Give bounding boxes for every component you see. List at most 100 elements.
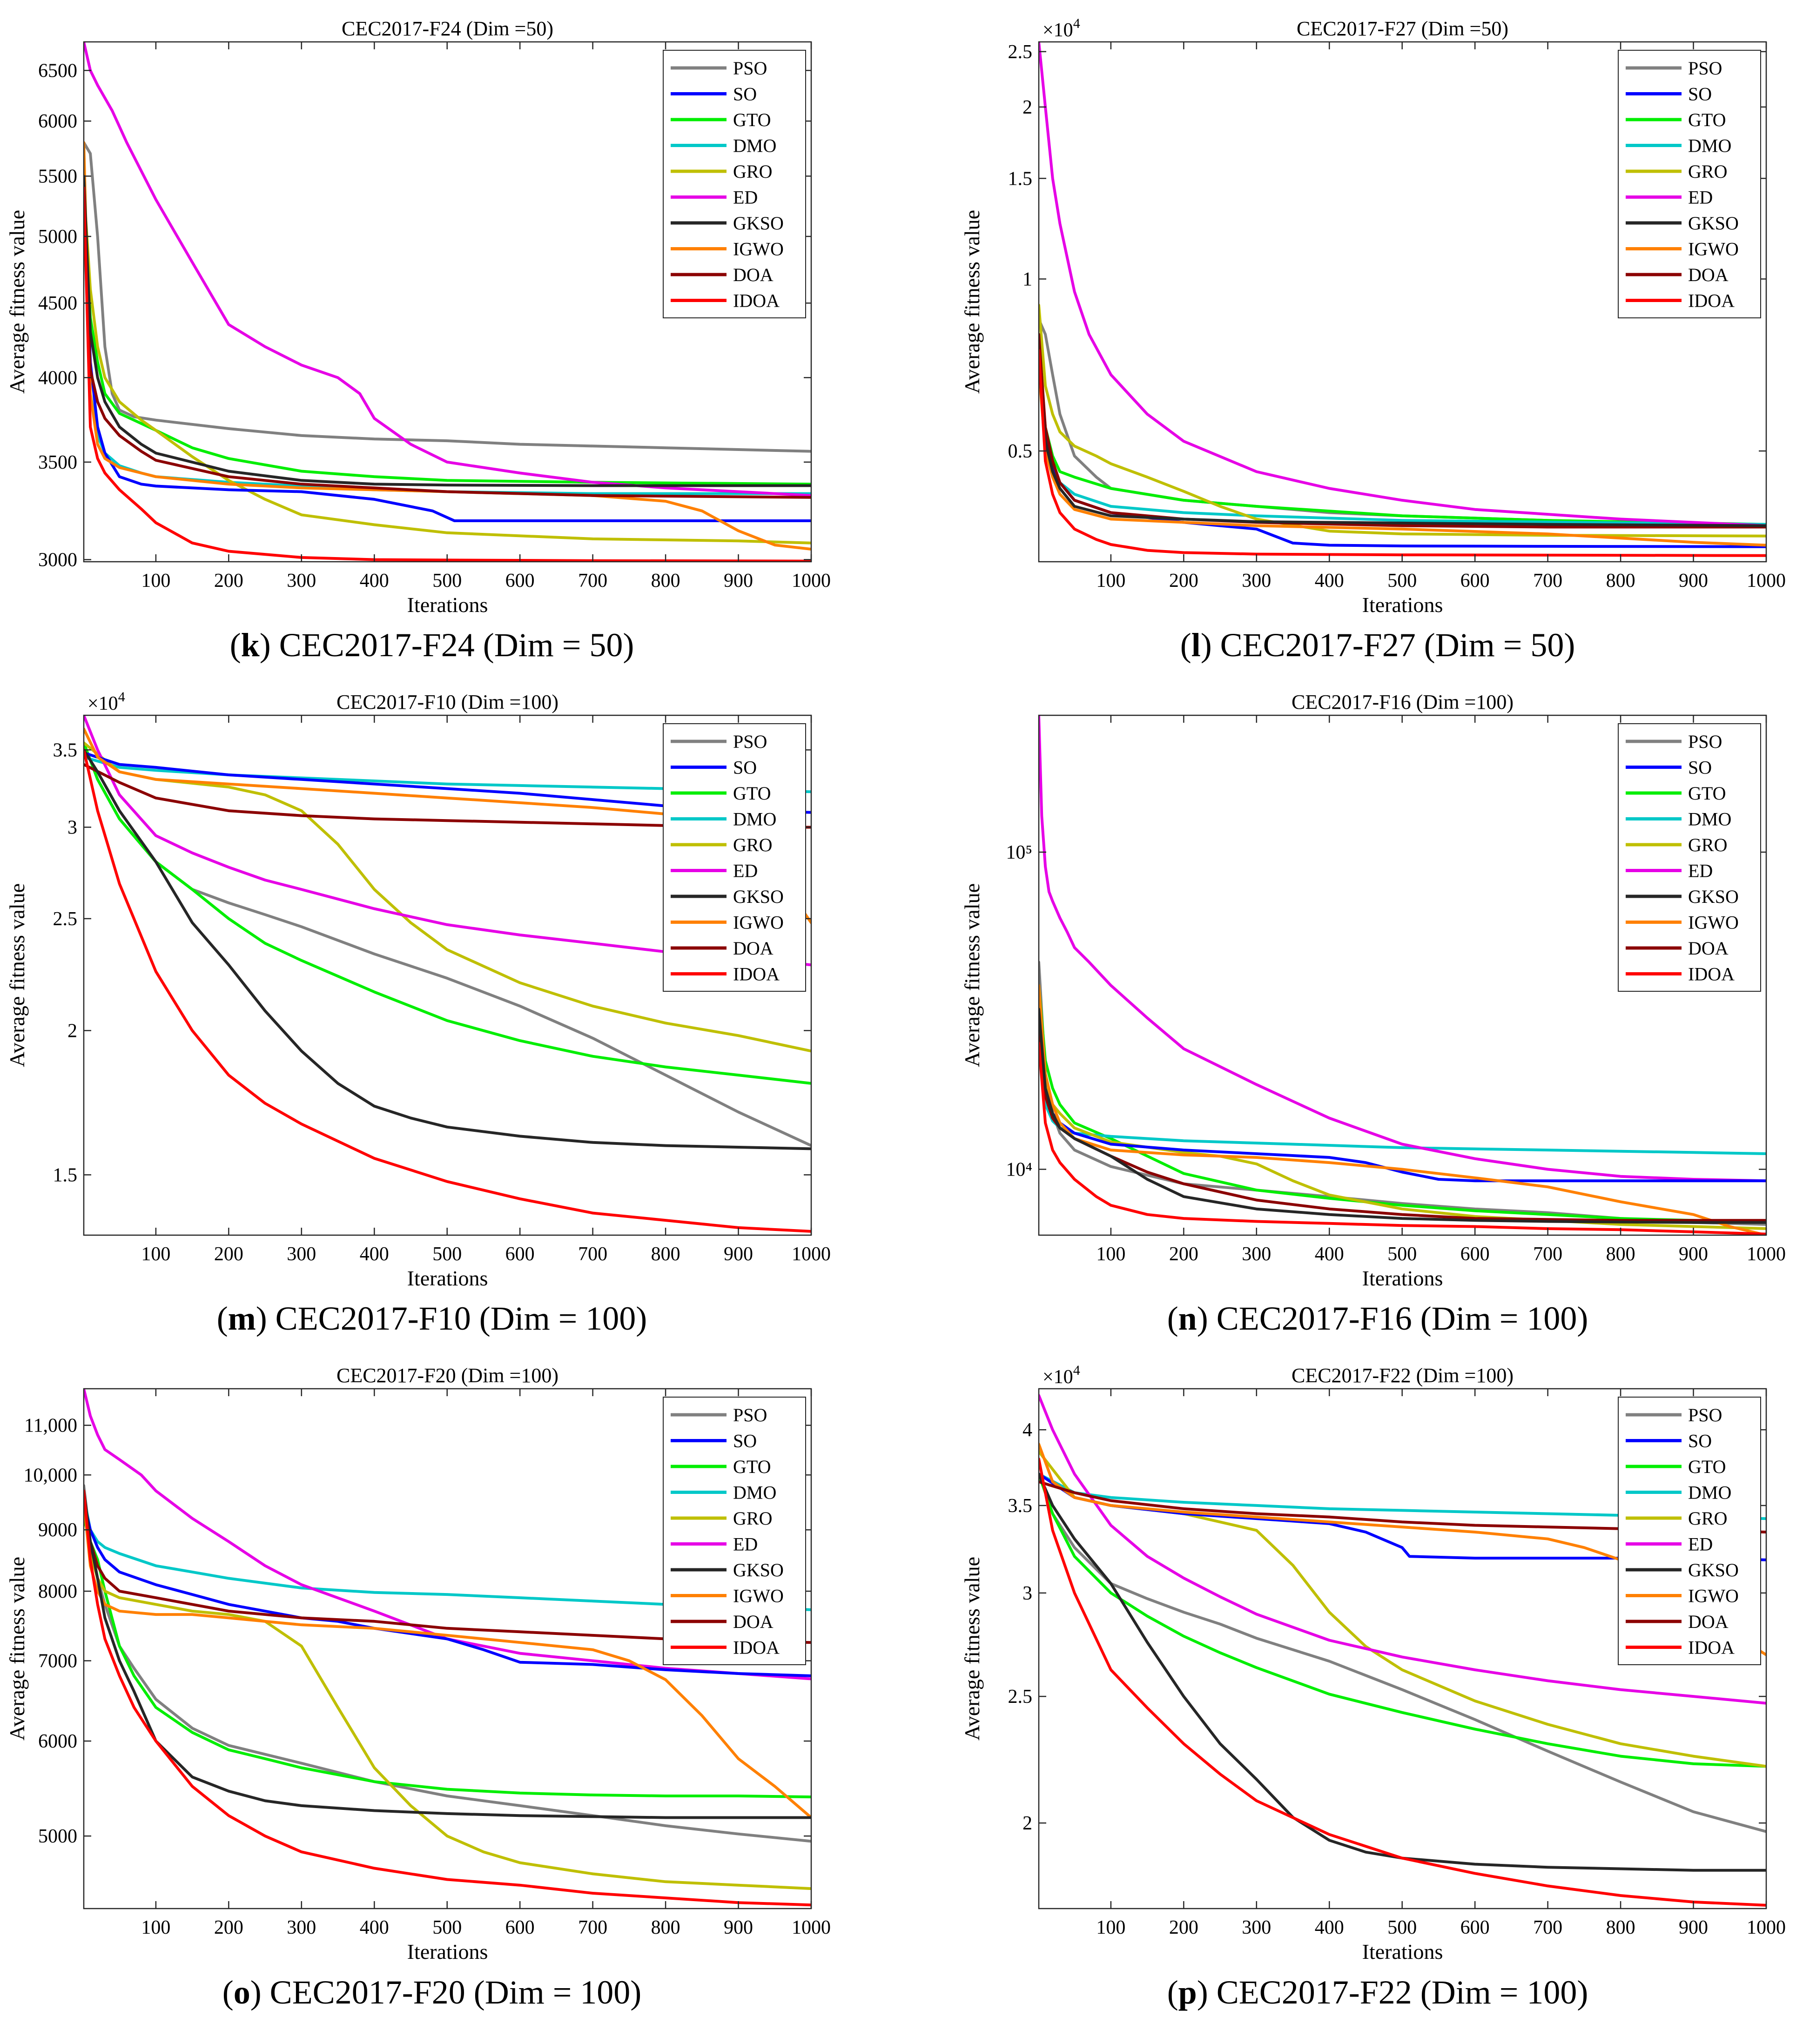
legend: PSO SO GTO DMO GRO ED GKSO IGWO DOA IDOA <box>663 1397 806 1665</box>
legend-item-dmo: DMO <box>671 809 776 830</box>
legend-label: GTO <box>1688 1456 1726 1477</box>
legend: PSO SO GTO DMO GRO ED GKSO IGWO DOA IDOA <box>1618 723 1761 992</box>
x-tick-label: 1000 <box>1747 1244 1786 1265</box>
x-tick-label: 900 <box>724 1244 753 1265</box>
series-line-igwo <box>84 1500 811 1819</box>
legend-label: GRO <box>1688 834 1727 855</box>
x-tick-label: 100 <box>1096 1244 1125 1265</box>
legend-item-dmo: DMO <box>1626 135 1731 156</box>
chart-panel-p: 100 200 300 400 500 600 700 800 900 1000 2 2.5 3 3.5 4… <box>960 1363 1786 2011</box>
legend-item-doa: DOA <box>671 264 774 285</box>
series-line-pso <box>1039 1472 1766 1833</box>
x-tick-label: 200 <box>214 1917 243 1938</box>
series-line-gkso <box>1039 1008 1766 1224</box>
legend-label: IDOA <box>1688 1637 1735 1658</box>
y-tick-label: 3.5 <box>1008 1495 1033 1517</box>
y-axis-label: Average fitness value <box>5 883 29 1067</box>
x-tick-label: 100 <box>1096 570 1125 592</box>
legend-item-ed: ED <box>671 187 758 208</box>
series-line-gkso <box>84 1489 811 1819</box>
legend-label: IGWO <box>1688 1586 1739 1607</box>
x-tick-label: 700 <box>578 1917 607 1938</box>
chart-title: CEC2017-F20 (Dim =100) <box>336 1364 558 1387</box>
legend-label: DMO <box>1688 1482 1731 1503</box>
x-tick-label: 500 <box>1387 1244 1417 1265</box>
x-tick-label: 200 <box>214 1244 243 1265</box>
series-line-doa <box>84 210 811 499</box>
series-line-pso <box>84 1484 811 1843</box>
legend-item-doa: DOA <box>1626 938 1729 959</box>
series-line-gkso <box>1039 359 1766 527</box>
y-tick-label: 3 <box>1023 1583 1032 1604</box>
x-tick-label: 400 <box>360 570 389 592</box>
series-group <box>84 42 811 562</box>
y-axis-label: Average fitness value <box>5 1557 29 1741</box>
x-tick-label: 500 <box>1387 570 1417 592</box>
legend-item-idoa: IDOA <box>671 290 780 311</box>
series-line-gkso <box>84 175 811 487</box>
legend-label: GRO <box>1688 1508 1727 1529</box>
legend-label: PSO <box>1688 1405 1722 1425</box>
series-line-pso <box>84 141 811 453</box>
series-line-gto <box>84 1517 811 1799</box>
x-tick-label: 300 <box>287 1917 316 1938</box>
legend-label: SO <box>733 1431 757 1452</box>
legend-label: GKSO <box>733 1560 784 1580</box>
legend-label: IGWO <box>733 239 784 260</box>
legend-item-dmo: DMO <box>1626 1482 1731 1503</box>
x-tick-label: 200 <box>1169 1917 1198 1938</box>
legend-item-gro: GRO <box>1626 834 1727 855</box>
legend-label: ED <box>1688 187 1713 208</box>
chart-title: CEC2017-F24 (Dim =50) <box>342 17 553 40</box>
series-line-gro <box>1039 303 1766 538</box>
x-tick-label: 1000 <box>1747 570 1786 592</box>
legend-item-doa: DOA <box>671 938 774 959</box>
y-tick-label: 10,000 <box>24 1465 78 1486</box>
y-axis-label: Average fitness value <box>5 210 29 394</box>
legend-item-gkso: GKSO <box>671 886 784 907</box>
legend-item-igwo: IGWO <box>1626 1586 1739 1607</box>
panel-caption: (p) CEC2017-F22 (Dim = 100) <box>1167 1974 1588 2011</box>
legend-item-gro: GRO <box>671 1508 772 1529</box>
legend-item-pso: PSO <box>1626 731 1722 752</box>
series-line-idoa <box>84 1489 811 1907</box>
legend-item-so: SO <box>1626 84 1712 105</box>
legend-label: ED <box>1688 861 1713 881</box>
x-tick-label: 400 <box>1315 1244 1344 1265</box>
legend-label: GRO <box>733 161 772 182</box>
x-tick-label: 500 <box>432 1917 462 1938</box>
y-multiplier: ×104 <box>1043 1363 1080 1388</box>
legend-item-ed: ED <box>1626 1534 1713 1555</box>
y-tick-label: 4000 <box>38 367 77 389</box>
panel-caption: (k) CEC2017-F24 (Dim = 50) <box>230 626 634 664</box>
legend-item-gro: GRO <box>671 161 772 182</box>
series-group <box>84 1389 811 1907</box>
x-tick-label: 400 <box>1315 1917 1344 1938</box>
x-tick-label: 900 <box>724 1917 753 1938</box>
legend-item-gto: GTO <box>1626 1456 1726 1477</box>
series-line-idoa <box>84 186 811 562</box>
legend-label: IDOA <box>1688 964 1735 985</box>
x-tick-label: 600 <box>505 1917 535 1938</box>
x-tick-label: 700 <box>1533 1917 1562 1938</box>
y-axis-label: Average fitness value <box>960 883 984 1067</box>
x-tick-label: 600 <box>1460 1244 1490 1265</box>
series-line-idoa <box>1039 1457 1766 1907</box>
legend-label: SO <box>1688 84 1712 105</box>
legend-label: GTO <box>733 1456 771 1477</box>
x-tick-label: 800 <box>1606 1244 1635 1265</box>
y-tick-label: 2.5 <box>53 908 78 930</box>
legend-label: PSO <box>733 1405 767 1425</box>
legend-item-gto: GTO <box>1626 109 1726 130</box>
series-line-idoa <box>1039 349 1766 557</box>
legend-label: GKSO <box>1688 1560 1739 1580</box>
legend-item-idoa: IDOA <box>1626 290 1735 311</box>
legend-label: ED <box>1688 1534 1713 1555</box>
legend-label: DOA <box>733 938 774 959</box>
y-tick-label: 3000 <box>38 549 77 571</box>
y-tick-label: 1.5 <box>53 1164 78 1186</box>
legend-label: IDOA <box>1688 290 1735 311</box>
legend-item-pso: PSO <box>671 731 767 752</box>
legend-item-ed: ED <box>1626 861 1713 881</box>
chart-title: CEC2017-F16 (Dim =100) <box>1292 691 1514 713</box>
